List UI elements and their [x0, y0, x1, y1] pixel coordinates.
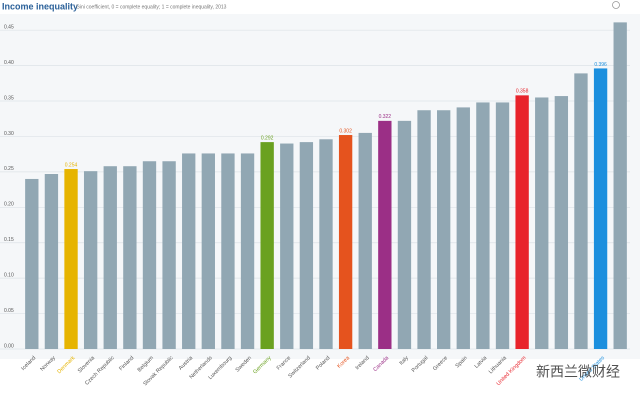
watermark: 新西兰微财经 [536, 364, 620, 380]
y-tick-label: 0.05 [4, 308, 14, 314]
bar [358, 132, 372, 349]
bar [299, 142, 314, 349]
bar [103, 166, 117, 349]
bar [476, 102, 490, 350]
y-tick-label: 0.25 [4, 166, 14, 172]
bar [554, 96, 569, 349]
value-label: 0.396 [594, 62, 607, 68]
bar [182, 153, 196, 349]
y-tick-label: 0.10 [4, 272, 14, 278]
bar [123, 166, 137, 349]
value-label: 0.302 [339, 128, 352, 134]
value-label: 0.322 [379, 114, 392, 120]
y-tick-label: 0.20 [4, 202, 14, 208]
bar [260, 142, 274, 349]
bar [25, 178, 39, 349]
y-tick-label: 0.35 [4, 95, 14, 101]
chart-subtitle: Gini coefficient, 0 = complete equality;… [76, 4, 227, 10]
bar [593, 68, 608, 350]
bar [417, 110, 431, 349]
value-label: 0.254 [65, 162, 78, 168]
bar [142, 161, 157, 349]
y-tick-label: 0.30 [4, 131, 14, 137]
bar [613, 22, 627, 350]
bar [162, 161, 176, 349]
bar [574, 73, 588, 350]
y-tick-label: 0.45 [4, 24, 14, 30]
bar [397, 120, 412, 349]
chart-title: Income inequality [2, 1, 78, 11]
bar [64, 169, 78, 349]
bar [240, 153, 255, 349]
bar [535, 97, 549, 349]
bar [280, 143, 294, 349]
value-label: 0.358 [516, 89, 529, 95]
value-label: 0.292 [261, 135, 274, 141]
help-icon[interactable] [612, 1, 620, 9]
bar [44, 173, 59, 349]
bar [456, 107, 470, 349]
bar [495, 102, 510, 350]
y-tick-label: 0.00 [4, 343, 14, 349]
y-tick-label: 0.15 [4, 237, 14, 243]
bar [201, 153, 215, 349]
bar [338, 135, 353, 349]
bar [378, 120, 392, 349]
bar [437, 110, 451, 349]
y-tick-label: 0.40 [4, 60, 14, 66]
bar [221, 153, 235, 349]
x-tick-label: Italy [399, 355, 411, 367]
bar [319, 139, 333, 349]
bar [515, 95, 529, 349]
bar [83, 171, 98, 349]
